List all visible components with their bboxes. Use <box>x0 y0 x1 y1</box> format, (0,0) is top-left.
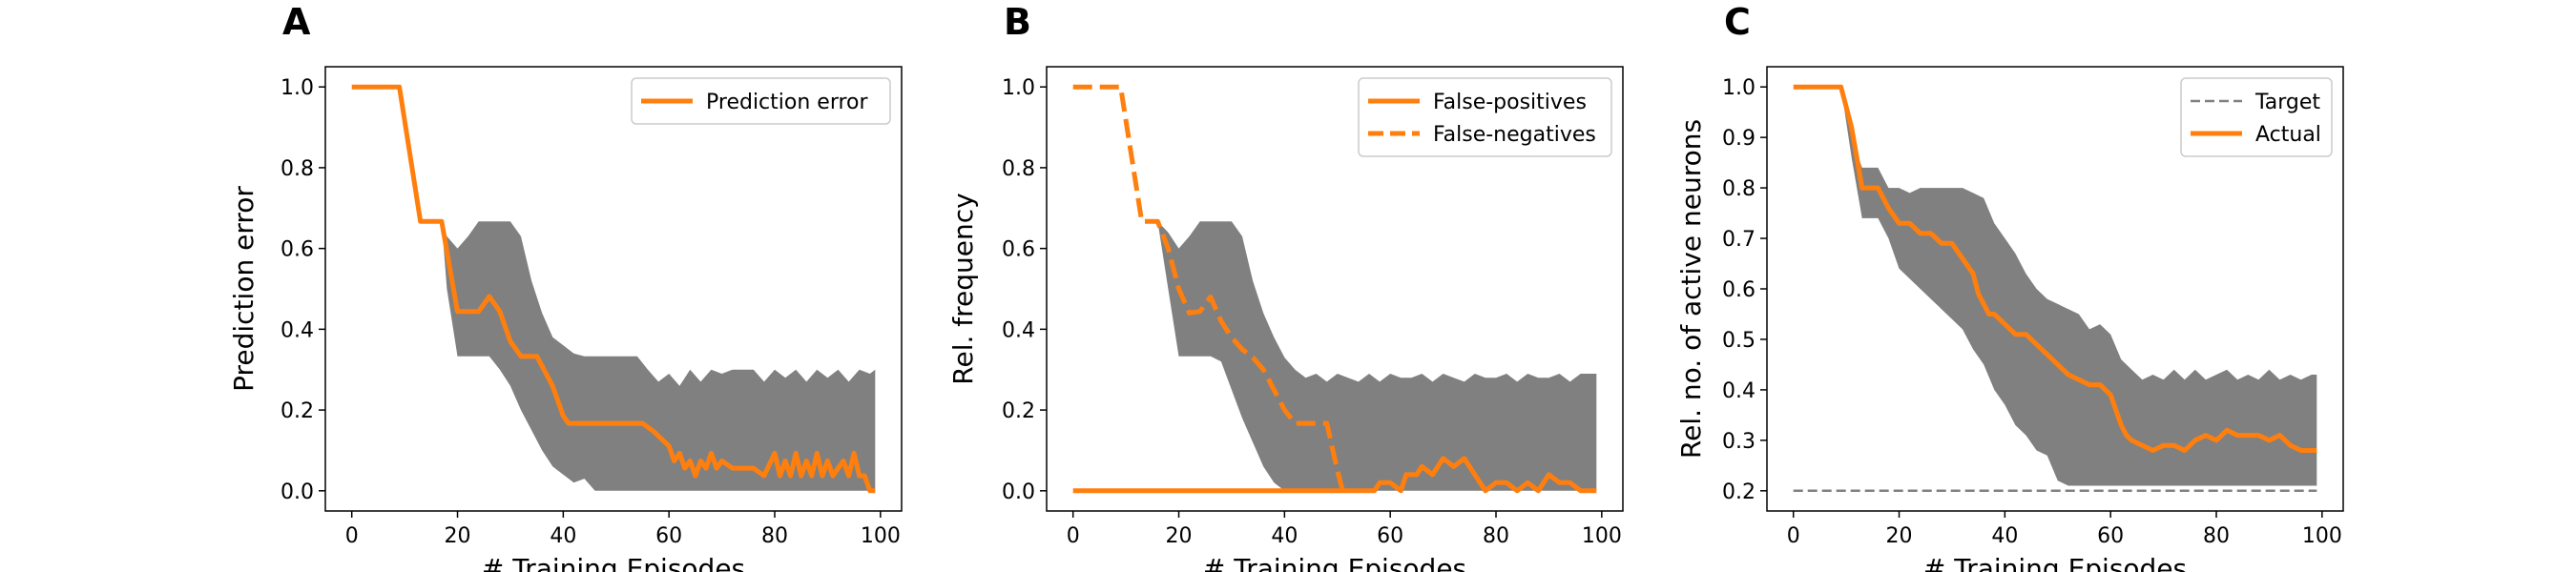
x-tick-label: 40 <box>550 524 576 548</box>
y-tick-label: 0.5 <box>1722 329 1755 353</box>
x-tick-label: 100 <box>861 524 901 548</box>
legend-label: False-negatives <box>1433 123 1596 147</box>
series-line-prediction-error <box>351 84 876 494</box>
y-tick-label: 0.3 <box>1722 430 1755 454</box>
variability-band <box>351 87 876 491</box>
y-tick-label: 0.0 <box>280 480 314 504</box>
panel-letter: B <box>1004 1 1031 43</box>
y-tick-label: 1.0 <box>280 76 314 100</box>
x-tick-label: 60 <box>655 524 682 548</box>
series-line-false-positives <box>1072 456 1597 494</box>
legend: Target Actual <box>2180 77 2333 157</box>
axes-frame <box>1046 66 1624 512</box>
y-tick-label: 0.2 <box>1722 480 1755 504</box>
x-tick-label: 20 <box>1166 524 1193 548</box>
x-tick-label: 0 <box>1067 524 1080 548</box>
x-tick-label: 80 <box>1483 524 1509 548</box>
legend: False-positives False-negatives <box>1358 77 1612 157</box>
y-tick-label: 0.2 <box>280 399 314 423</box>
x-tick-label: 100 <box>1582 524 1622 548</box>
x-axis-label: # Training Episodes <box>1203 553 1466 572</box>
y-tick-label: 0.9 <box>1722 127 1755 151</box>
legend-label: False-positives <box>1433 91 1587 114</box>
y-tick-label: 0.6 <box>1722 278 1755 302</box>
legend-label: Target <box>2254 91 2320 114</box>
y-axis-label: Rel. frequency <box>947 193 979 384</box>
variability-band <box>1793 87 2317 486</box>
y-tick-label: 0.8 <box>1722 177 1755 201</box>
x-tick-label: 60 <box>2097 524 2124 548</box>
legend-box <box>1358 77 1612 157</box>
x-tick-label: 60 <box>1377 524 1403 548</box>
y-tick-label: 0.4 <box>1002 318 1035 342</box>
legend-label: Actual <box>2255 123 2321 147</box>
y-tick-label: 1.0 <box>1722 76 1755 100</box>
x-tick-label: 80 <box>2203 524 2230 548</box>
y-axis-label: Prediction error <box>228 186 260 392</box>
x-tick-label: 20 <box>1886 524 1913 548</box>
panel-letter: C <box>1724 1 1751 43</box>
x-tick-label: 100 <box>2302 524 2342 548</box>
chart-panel-b: B 0 20 40 60 80 100 0.0 0.2 0.4 0.6 0.8 1.0 # Trainin… <box>947 1 1624 572</box>
y-tick-label: 0.6 <box>280 238 314 262</box>
chart-panel-a: A 0 20 40 60 80 100 0.0 0.2 0.4 0.6 0.8 1.0 # Trainin… <box>228 1 903 572</box>
y-tick-label: 0.7 <box>1722 228 1755 252</box>
x-tick-label: 80 <box>761 524 788 548</box>
y-axis-label: Rel. no. of active neurons <box>1675 119 1707 459</box>
y-tick-label: 1.0 <box>1002 76 1035 100</box>
legend-label: Prediction error <box>706 91 868 114</box>
x-axis-label: # Training Episodes <box>482 553 745 572</box>
y-tick-label: 0.4 <box>280 318 314 342</box>
y-tick-label: 0.8 <box>1002 157 1035 181</box>
x-tick-label: 0 <box>1787 524 1800 548</box>
legend-box <box>631 77 891 125</box>
y-tick-label: 0.6 <box>1002 238 1035 262</box>
x-tick-label: 40 <box>1991 524 2018 548</box>
legend: Prediction error <box>631 77 891 125</box>
series-line-actual <box>1793 84 2317 453</box>
chart-panel-c: C 0 20 40 60 80 100 0.2 0.3 0.4 0.5 0.6 0.7 0.8 0.9 1.0… <box>1675 1 2344 572</box>
y-tick-label: 0.8 <box>280 157 314 181</box>
x-axis-label: # Training Episodes <box>1923 553 2187 572</box>
x-tick-label: 20 <box>445 524 471 548</box>
y-tick-label: 0.4 <box>1722 379 1755 403</box>
panel-letter: A <box>282 1 311 43</box>
axes-frame <box>324 66 903 512</box>
legend-box <box>2180 77 2333 157</box>
y-tick-label: 0.0 <box>1002 480 1035 504</box>
x-tick-label: 40 <box>1271 524 1298 548</box>
variability-band <box>1072 221 1597 491</box>
series-line-false-negatives <box>1072 84 1345 492</box>
x-tick-label: 0 <box>345 524 359 548</box>
y-tick-label: 0.2 <box>1002 399 1035 423</box>
